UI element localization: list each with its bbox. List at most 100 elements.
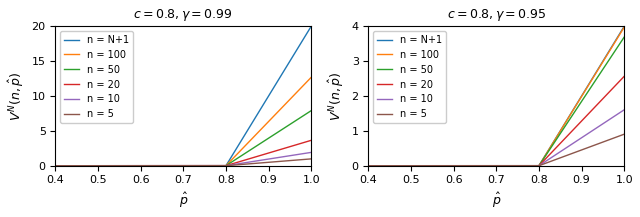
Line: n = 5: n = 5 xyxy=(369,134,624,166)
n = 100 xyxy=(540,156,548,159)
n = 10 xyxy=(251,160,259,163)
n = 50 xyxy=(569,114,577,116)
n = 20 xyxy=(365,164,372,167)
n = 50 xyxy=(52,164,60,167)
n = N+1 xyxy=(227,156,235,159)
n = 100 xyxy=(564,117,572,120)
Line: n = 10: n = 10 xyxy=(56,152,311,166)
n = 20 xyxy=(477,164,485,167)
n = 50 xyxy=(477,164,485,167)
Title: $c = 0.8, \gamma = 0.95$: $c = 0.8, \gamma = 0.95$ xyxy=(447,7,546,23)
X-axis label: $\hat{p}$: $\hat{p}$ xyxy=(492,191,501,210)
n = 5 xyxy=(164,164,172,167)
n = 20 xyxy=(390,164,398,167)
n = 50 xyxy=(77,164,85,167)
n = 50 xyxy=(227,161,235,164)
X-axis label: $\hat{p}$: $\hat{p}$ xyxy=(179,191,188,210)
n = N+1 xyxy=(255,110,263,112)
n = 100 xyxy=(227,159,235,162)
n = 5 xyxy=(365,164,372,167)
Line: n = 50: n = 50 xyxy=(369,37,624,166)
n = 100 xyxy=(477,164,485,167)
n = 5 xyxy=(620,133,628,135)
n = 100 xyxy=(390,164,398,167)
n = N+1 xyxy=(569,110,577,112)
n = 5 xyxy=(77,164,85,167)
n = N+1 xyxy=(77,164,85,167)
n = 5 xyxy=(477,164,485,167)
n = 5 xyxy=(155,164,163,167)
n = 10 xyxy=(255,159,263,162)
n = 10 xyxy=(307,151,315,154)
n = 100 xyxy=(77,164,85,167)
n = 10 xyxy=(390,164,398,167)
n = 10 xyxy=(477,164,485,167)
n = 50 xyxy=(620,36,628,38)
n = 5 xyxy=(540,163,548,165)
n = 5 xyxy=(468,164,476,167)
n = 20 xyxy=(307,139,315,142)
n = 50 xyxy=(365,164,372,167)
n = 100 xyxy=(52,164,60,167)
n = 50 xyxy=(564,121,572,123)
n = 50 xyxy=(307,109,315,112)
n = 50 xyxy=(540,157,548,159)
n = 5 xyxy=(564,154,572,156)
n = 50 xyxy=(164,164,172,167)
Legend: n = N+1, n = 100, n = 50, n = 20, n = 10, n = 5: n = N+1, n = 100, n = 50, n = 20, n = 10… xyxy=(373,31,445,123)
n = 10 xyxy=(620,108,628,111)
Line: n = 20: n = 20 xyxy=(56,140,311,166)
n = 100 xyxy=(164,164,172,167)
n = 100 xyxy=(569,110,577,112)
n = 20 xyxy=(164,164,172,167)
n = 5 xyxy=(227,164,235,167)
n = 100 xyxy=(155,164,163,167)
n = 10 xyxy=(540,161,548,164)
n = N+1 xyxy=(307,25,315,28)
n = N+1 xyxy=(564,117,572,120)
n = 100 xyxy=(255,130,263,132)
n = 10 xyxy=(164,164,172,167)
n = 5 xyxy=(390,164,398,167)
n = 5 xyxy=(569,152,577,155)
Line: n = N+1: n = N+1 xyxy=(56,26,311,166)
n = 100 xyxy=(251,134,259,137)
n = 20 xyxy=(155,164,163,167)
n = 20 xyxy=(540,159,548,162)
Line: n = 50: n = 50 xyxy=(56,111,311,166)
n = 10 xyxy=(468,164,476,167)
n = 20 xyxy=(52,164,60,167)
n = 10 xyxy=(365,164,372,167)
n = 100 xyxy=(307,76,315,79)
n = 20 xyxy=(255,155,263,157)
Line: n = 10: n = 10 xyxy=(369,110,624,166)
n = 50 xyxy=(255,143,263,145)
Line: n = 100: n = 100 xyxy=(56,77,311,166)
n = N+1 xyxy=(390,164,398,167)
n = 20 xyxy=(564,134,572,137)
n = N+1 xyxy=(468,164,476,167)
n = 50 xyxy=(390,164,398,167)
n = 100 xyxy=(365,164,372,167)
n = 20 xyxy=(569,129,577,132)
n = 5 xyxy=(255,162,263,164)
n = N+1 xyxy=(365,164,372,167)
n = 5 xyxy=(307,158,315,160)
n = N+1 xyxy=(164,164,172,167)
n = 10 xyxy=(155,164,163,167)
n = 10 xyxy=(227,164,235,166)
n = N+1 xyxy=(155,164,163,167)
n = 100 xyxy=(620,26,628,28)
n = 20 xyxy=(77,164,85,167)
n = 10 xyxy=(77,164,85,167)
Title: $c = 0.8, \gamma = 0.99$: $c = 0.8, \gamma = 0.99$ xyxy=(133,7,233,23)
Y-axis label: $V^N(n, \hat{p})$: $V^N(n, \hat{p})$ xyxy=(7,71,26,121)
n = 10 xyxy=(52,164,60,167)
n = N+1 xyxy=(52,164,60,167)
n = N+1 xyxy=(477,164,485,167)
n = 10 xyxy=(569,142,577,145)
n = 5 xyxy=(52,164,60,167)
n = N+1 xyxy=(620,25,628,28)
n = 50 xyxy=(251,146,259,148)
n = 20 xyxy=(251,156,259,158)
